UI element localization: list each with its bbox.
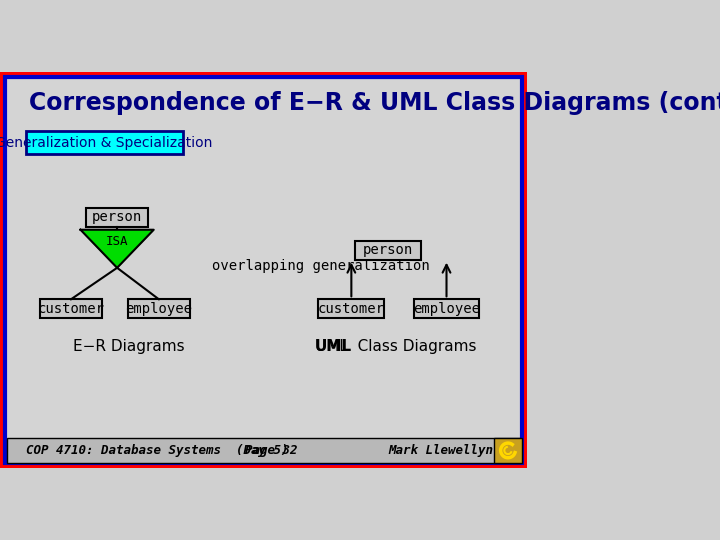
FancyBboxPatch shape — [318, 299, 384, 318]
Bar — [7, 438, 520, 463]
Text: E−R Diagrams: E−R Diagrams — [73, 339, 185, 354]
Text: employee: employee — [413, 302, 480, 316]
Text: UML: UML — [315, 339, 352, 354]
Text: ISA: ISA — [106, 235, 128, 248]
FancyBboxPatch shape — [40, 299, 102, 318]
Bar — [494, 438, 522, 463]
FancyBboxPatch shape — [26, 131, 183, 154]
Text: person: person — [363, 243, 413, 257]
Text: customer: customer — [318, 302, 385, 316]
Text: customer: customer — [37, 302, 104, 316]
Text: person: person — [92, 210, 143, 224]
Text: Mark Llewellyn: Mark Llewellyn — [388, 444, 493, 457]
Text: overlapping generalization: overlapping generalization — [212, 259, 430, 273]
Text: Generalization & Specialization: Generalization & Specialization — [0, 136, 212, 150]
Text: Correspondence of E−R & UML Class Diagrams (cont.): Correspondence of E−R & UML Class Diagra… — [30, 91, 720, 115]
FancyBboxPatch shape — [128, 299, 189, 318]
Text: employee: employee — [125, 302, 192, 316]
FancyBboxPatch shape — [355, 241, 421, 260]
Text: UML  Class Diagrams: UML Class Diagrams — [315, 339, 476, 354]
Polygon shape — [81, 230, 153, 268]
FancyBboxPatch shape — [86, 208, 148, 227]
Text: Page 32: Page 32 — [245, 444, 297, 457]
Text: COP 4710: Database Systems  (Day 5): COP 4710: Database Systems (Day 5) — [26, 444, 288, 457]
FancyBboxPatch shape — [413, 299, 480, 318]
